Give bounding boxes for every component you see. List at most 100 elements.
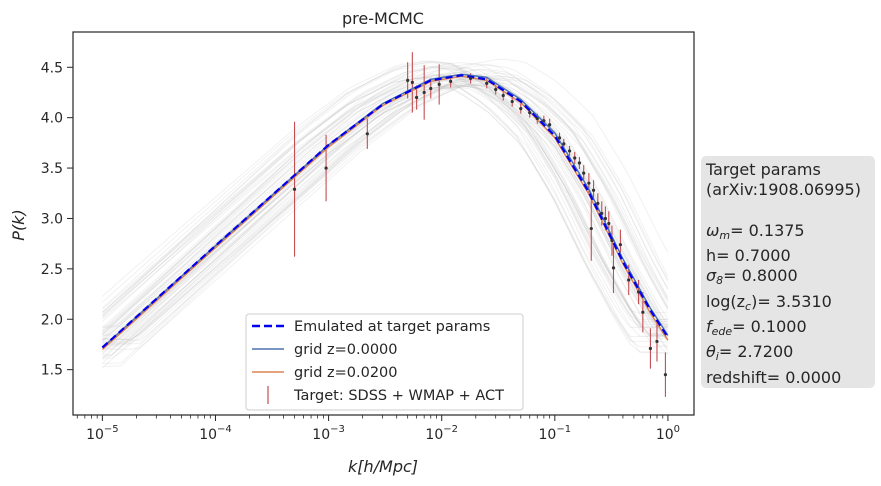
plot-frame bbox=[72, 31, 695, 416]
sample-curve bbox=[102, 77, 669, 347]
sample-curve bbox=[102, 62, 668, 323]
target-point bbox=[600, 211, 604, 216]
legend: Emulated at target params grid z=0.0000 … bbox=[245, 313, 524, 411]
sample-curve bbox=[102, 81, 668, 354]
param-line-4: fede= 0.1000 bbox=[706, 317, 807, 339]
target-point bbox=[577, 161, 582, 165]
target-point bbox=[542, 119, 546, 123]
param-line-5: θi= 2.7200 bbox=[706, 342, 794, 364]
sample-curve bbox=[102, 63, 669, 329]
sample-curve bbox=[102, 58, 669, 346]
sample-curve bbox=[102, 67, 668, 326]
target-point bbox=[528, 111, 532, 115]
target-point bbox=[501, 93, 505, 98]
target-point bbox=[468, 76, 473, 80]
x-tick-label: 10−3 bbox=[312, 424, 345, 443]
target-points bbox=[292, 76, 668, 377]
y-tick-label: 2.5 bbox=[41, 262, 63, 278]
sample-curve bbox=[102, 84, 668, 360]
sample-curve bbox=[102, 65, 668, 329]
sample-curve bbox=[102, 74, 668, 336]
legend-label-emulated: Emulated at target params bbox=[294, 319, 490, 335]
target-point bbox=[610, 239, 614, 243]
target-point bbox=[494, 87, 498, 92]
target-point bbox=[603, 216, 607, 221]
sample-curve bbox=[102, 77, 669, 367]
target-point bbox=[607, 221, 611, 226]
target-point bbox=[562, 142, 566, 146]
target-point bbox=[648, 346, 653, 351]
target-point bbox=[415, 95, 419, 100]
sample-curve bbox=[102, 84, 669, 354]
target-point bbox=[548, 123, 552, 127]
sample-curve bbox=[102, 85, 669, 352]
sample-curve bbox=[102, 72, 669, 344]
target-point bbox=[636, 290, 641, 294]
target-point bbox=[519, 107, 523, 111]
target-point bbox=[591, 188, 596, 192]
y-tick-label: 3.5 bbox=[41, 161, 63, 177]
sample-curve bbox=[102, 77, 668, 343]
target-point bbox=[410, 80, 414, 84]
x-axis-label: k[h/Mpc] bbox=[348, 457, 418, 476]
x-tick-label: 10−1 bbox=[539, 424, 572, 443]
target-point bbox=[557, 136, 562, 140]
target-point bbox=[627, 278, 631, 282]
x-axis: 10−5 10−4 10−3 10−2 10−1 100 bbox=[76, 415, 680, 443]
param-line-2: σ8= 0.8000 bbox=[706, 266, 798, 288]
sample-curve bbox=[102, 85, 669, 355]
sample-curve bbox=[102, 74, 669, 341]
sample-curve bbox=[102, 67, 668, 337]
param-line-0: ωm= 0.1375 bbox=[706, 220, 805, 242]
background-sample-curves bbox=[102, 58, 669, 369]
target-point bbox=[587, 181, 591, 185]
sample-curve bbox=[102, 65, 668, 335]
sample-curve bbox=[102, 75, 669, 365]
target-point bbox=[406, 78, 410, 82]
param-line-3: log(zc)= 3.5310 bbox=[706, 291, 832, 313]
sample-curve bbox=[102, 78, 668, 342]
sample-curve bbox=[102, 60, 668, 328]
target-point bbox=[422, 90, 426, 95]
legend-label-grid-z002: grid z=0.0200 bbox=[294, 365, 398, 381]
target-point bbox=[535, 117, 539, 121]
sample-curve bbox=[102, 61, 668, 317]
sample-curve bbox=[102, 81, 669, 341]
target-point bbox=[437, 82, 441, 87]
sample-curve bbox=[102, 64, 669, 327]
sample-curve bbox=[102, 69, 669, 336]
target-point bbox=[485, 81, 489, 86]
sample-curve bbox=[102, 65, 668, 334]
sample-curve bbox=[102, 75, 669, 341]
param-line-6: redshift= 0.0000 bbox=[706, 367, 842, 387]
sample-curve bbox=[102, 76, 668, 338]
legend-frame bbox=[245, 313, 524, 411]
y-axis-label: P(k) bbox=[9, 209, 28, 240]
target-point bbox=[449, 79, 453, 83]
series-line-0 bbox=[101, 74, 669, 349]
sample-curve bbox=[102, 73, 668, 337]
target-point bbox=[596, 201, 600, 205]
target-point bbox=[582, 171, 586, 175]
target-point bbox=[365, 132, 369, 136]
target-point bbox=[292, 187, 297, 191]
target-point bbox=[655, 339, 659, 344]
sample-curve bbox=[102, 85, 669, 359]
series-lines bbox=[101, 73, 669, 351]
x-tick-label: 100 bbox=[656, 424, 680, 443]
target-point bbox=[573, 156, 577, 160]
target-point bbox=[324, 166, 328, 170]
sample-curve bbox=[102, 74, 669, 358]
target-point bbox=[663, 373, 668, 377]
y-tick-label: 2.0 bbox=[41, 312, 63, 328]
legend-label-grid-z0: grid z=0.0000 bbox=[294, 342, 398, 358]
target-point bbox=[589, 226, 593, 231]
y-tick-label: 4.5 bbox=[41, 60, 63, 76]
sample-curve bbox=[102, 61, 668, 321]
param-line-1: h= 0.7000 bbox=[706, 246, 791, 266]
target-point bbox=[641, 310, 645, 314]
legend-label-target: Target: SDSS + WMAP + ACT bbox=[293, 388, 504, 404]
y-tick-label: 4.0 bbox=[41, 111, 63, 127]
target-params-box: Target params (arXiv:1908.06995) ωm= 0.1… bbox=[701, 156, 875, 388]
